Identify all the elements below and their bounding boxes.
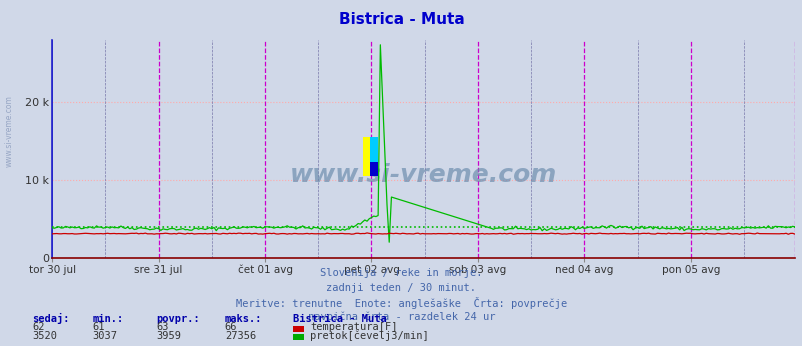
Text: maks.:: maks.: [225, 313, 262, 324]
Text: 66: 66 [225, 322, 237, 332]
Text: Bistrica - Muta: Bistrica - Muta [293, 313, 387, 324]
Bar [370, 162, 378, 176]
Text: Slovenija / reke in morje.: Slovenija / reke in morje. [320, 268, 482, 278]
Text: 27356: 27356 [225, 331, 256, 341]
Bar [363, 137, 370, 176]
Text: zadnji teden / 30 minut.: zadnji teden / 30 minut. [326, 283, 476, 293]
Text: pretok[čevelj3/min]: pretok[čevelj3/min] [310, 330, 428, 341]
Text: povpr.:: povpr.: [156, 313, 200, 324]
Text: 62: 62 [32, 322, 45, 332]
Text: 61: 61 [92, 322, 105, 332]
Bar [370, 137, 378, 162]
Text: www.si-vreme.com: www.si-vreme.com [5, 95, 14, 167]
Text: Meritve: trenutne  Enote: anglešaške  Črta: povprečje: Meritve: trenutne Enote: anglešaške Črta… [236, 297, 566, 309]
Text: 3959: 3959 [156, 331, 181, 341]
Text: navpična črta - razdelek 24 ur: navpična črta - razdelek 24 ur [307, 312, 495, 322]
Text: min.:: min.: [92, 313, 124, 324]
Text: sedaj:: sedaj: [32, 312, 70, 324]
Text: 63: 63 [156, 322, 169, 332]
Text: 3520: 3520 [32, 331, 57, 341]
Text: temperatura[F]: temperatura[F] [310, 322, 397, 332]
Text: 3037: 3037 [92, 331, 117, 341]
Text: www.si-vreme.com: www.si-vreme.com [290, 163, 557, 187]
Text: Bistrica - Muta: Bistrica - Muta [338, 12, 464, 27]
